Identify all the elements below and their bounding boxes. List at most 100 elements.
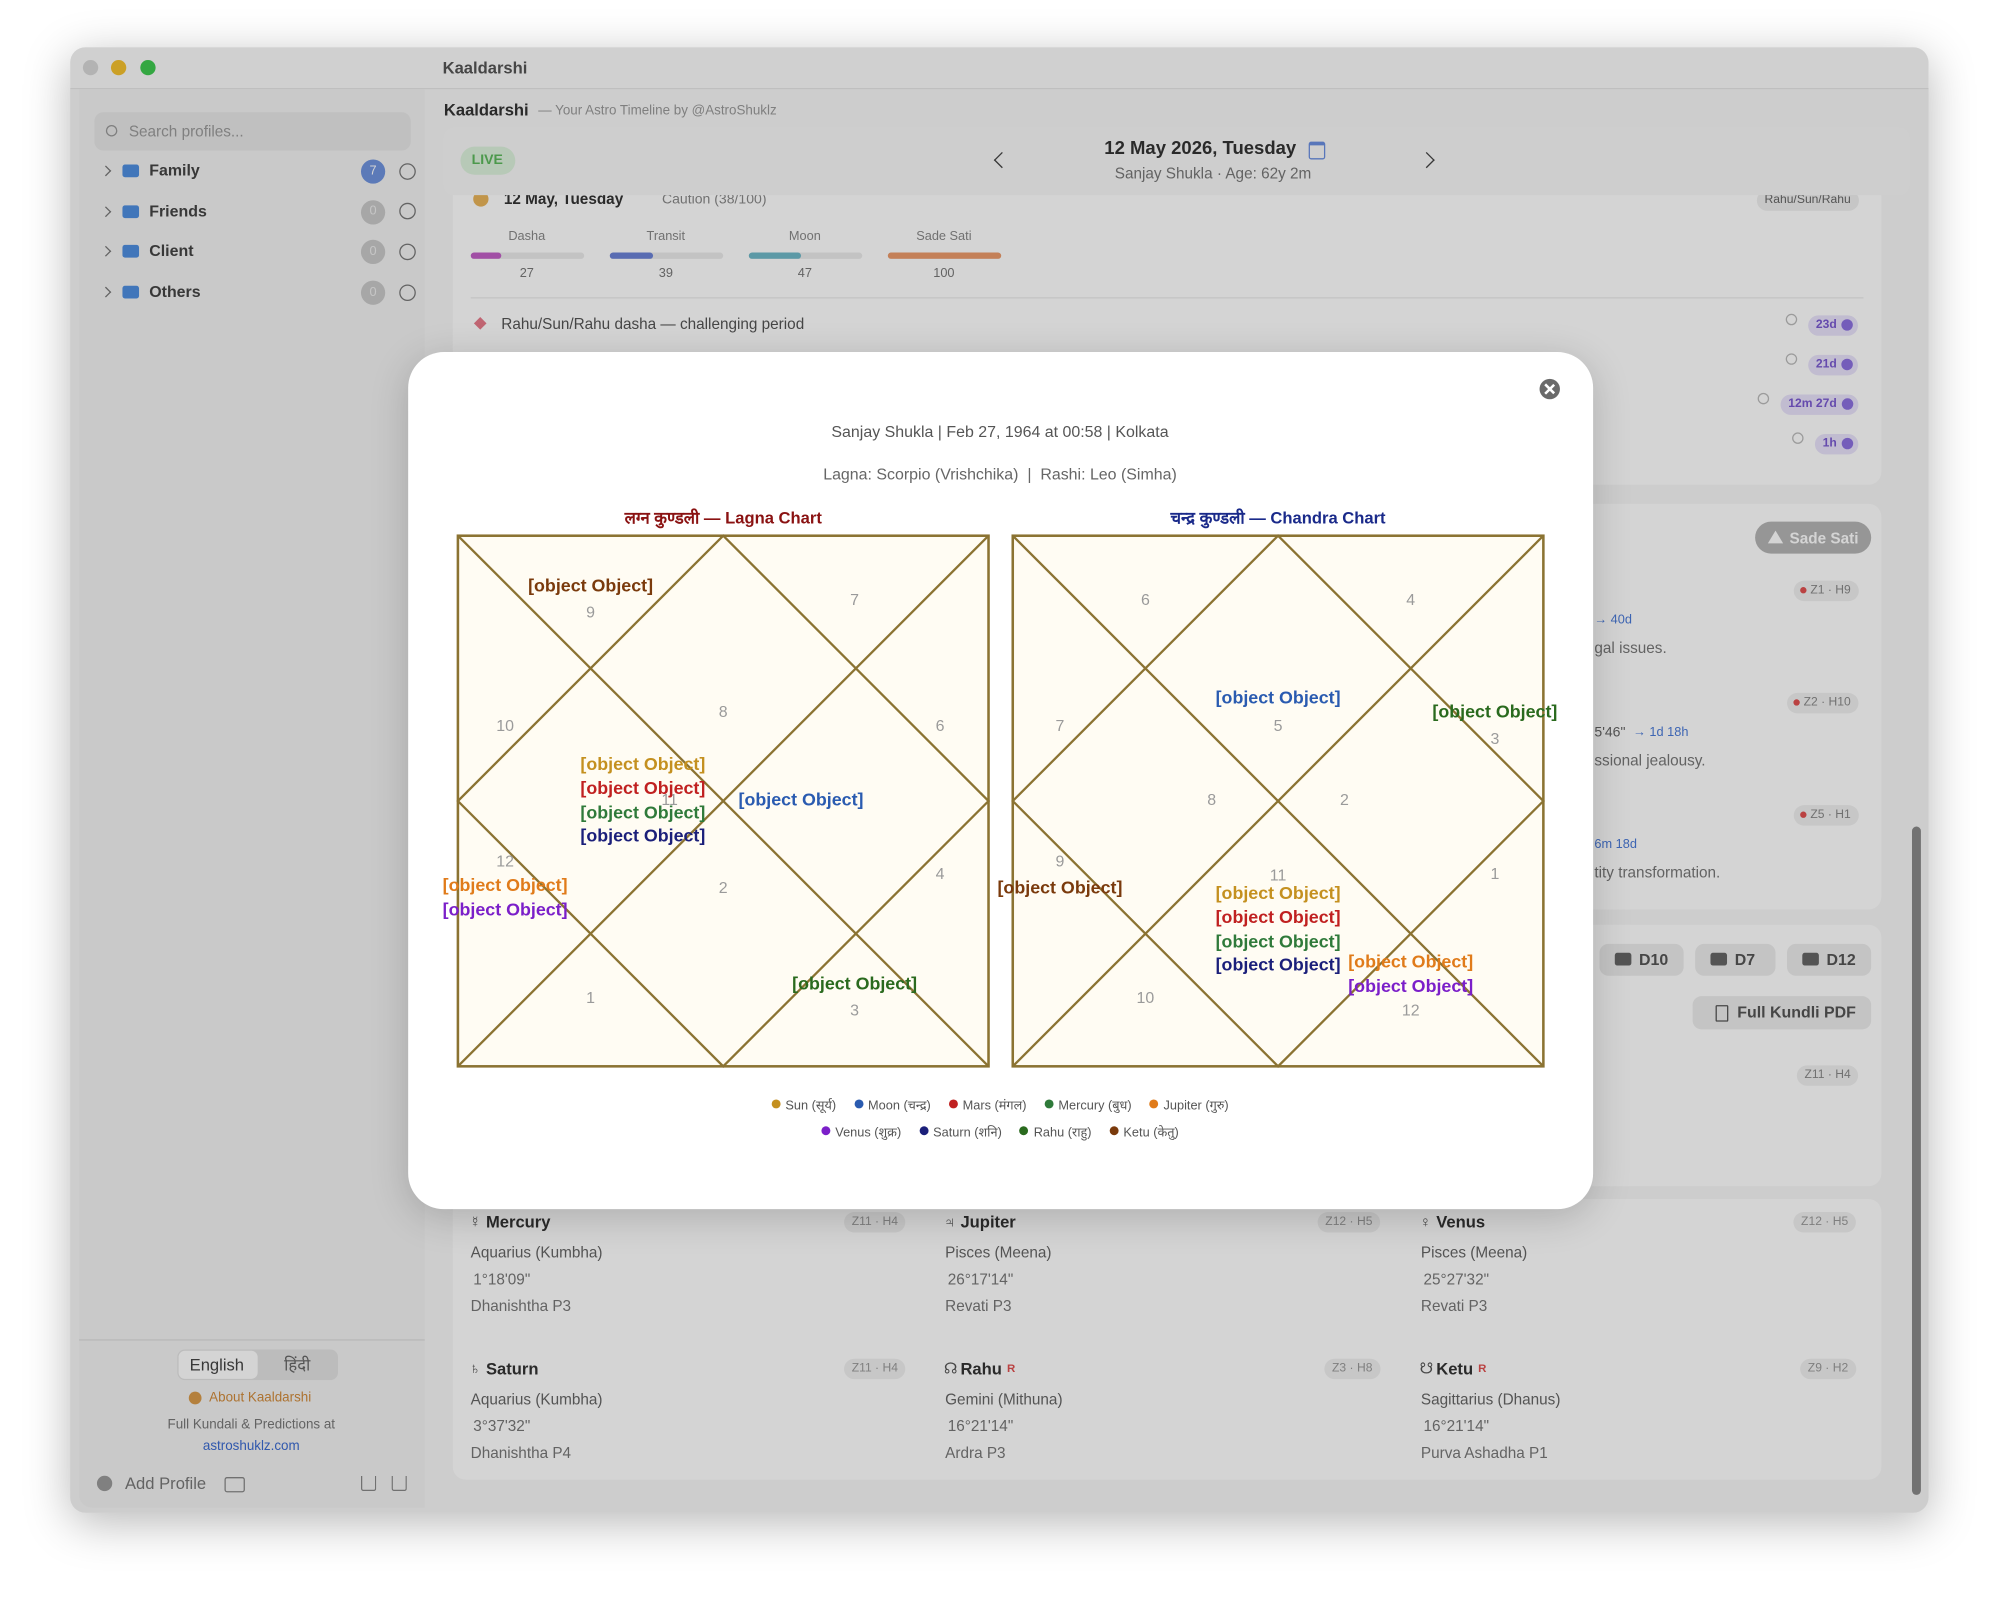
live-pill[interactable]: [460, 146, 516, 175]
folder-count: 0: [369, 285, 377, 300]
count-badge: [360, 199, 386, 225]
divisional-button[interactable]: [1695, 943, 1776, 976]
app-tagline: — Your Astro Timeline by @AstroShuklz: [538, 102, 777, 119]
legend-row: Venus (शुक्र) Saturn (शनि) Rahu (राहु) Ketu…: [536, 1117, 1465, 1144]
badge-arrow: [1841, 358, 1854, 371]
day-dasha: Rahu/Sun/Rahu: [1756, 190, 1859, 211]
kundli-chart: 9 7 10 8 6 11 12 2 4 1 3 [object Object] [object Obj…: [443, 534, 991, 1068]
gauge-track: [748, 252, 862, 259]
import-icon[interactable]: [391, 1475, 407, 1492]
folder-name: Friends: [149, 202, 207, 220]
about-link[interactable]: About Kaaldarshi: [209, 1389, 312, 1406]
planet-nakshatra: Dhanishtha P4: [470, 1443, 572, 1462]
add-profile[interactable]: Add Profile: [124, 1473, 207, 1493]
transit-time: → 40d: [1594, 613, 1632, 628]
pdf-icon: [1715, 1005, 1729, 1022]
transit-time: 6m 18d: [1594, 838, 1637, 853]
sidebar: [79, 89, 425, 1508]
legend-dot: [1109, 1126, 1119, 1136]
planet-label: [object Object]: [1216, 931, 1341, 951]
language-english[interactable]: English: [189, 1355, 245, 1375]
retro-mark: R: [1478, 1361, 1487, 1375]
zoom-window[interactable]: [140, 59, 156, 76]
search-box[interactable]: [94, 112, 411, 151]
duration-badge: 23d: [1808, 315, 1859, 336]
close-button[interactable]: [1539, 378, 1560, 400]
pdf-button[interactable]: [1692, 996, 1872, 1030]
date-bar: [443, 127, 1910, 196]
house-number: 6: [1141, 592, 1150, 609]
legend-dot: [821, 1126, 831, 1136]
legend-dot: [1044, 1099, 1054, 1109]
info-icon[interactable]: [1757, 392, 1770, 405]
folder-menu[interactable]: [399, 162, 416, 180]
folder-menu[interactable]: [399, 243, 416, 261]
gauge-fill: [609, 252, 654, 259]
language-hindi[interactable]: हिंदी: [284, 1355, 311, 1375]
transit-time: → 1d 18h: [1633, 725, 1689, 740]
badge-arrow: [1841, 437, 1854, 450]
transit-text: gal issues.: [1594, 639, 1667, 657]
planet-nakshatra: Dhanishtha P3: [470, 1297, 572, 1316]
legend-label: Sun (सूर्य): [785, 1098, 837, 1113]
planet-name: Jupiter: [960, 1212, 1016, 1232]
legend-label: Ketu (केतु): [1123, 1125, 1179, 1140]
divisional-button[interactable]: [1786, 943, 1872, 976]
planet-degree: 16°21'14": [947, 1417, 1014, 1435]
house-number: 4: [936, 866, 945, 883]
zone-pill: Z2 · H10: [1787, 692, 1859, 713]
planet-label: [object Object]: [1216, 954, 1341, 974]
gauge-track: [609, 252, 723, 259]
separator: [79, 1339, 425, 1341]
new-folder-icon[interactable]: [224, 1477, 245, 1493]
info-icon[interactable]: [1785, 353, 1797, 365]
folder-icon: [122, 164, 140, 178]
search-icon: [105, 124, 118, 137]
info-icon[interactable]: [1791, 432, 1804, 444]
export-icon[interactable]: [360, 1475, 377, 1492]
promo-link[interactable]: astroshuklz.com: [202, 1438, 300, 1454]
promo-text: Full Kundali & Predictions at: [167, 1416, 336, 1433]
calendar-icon[interactable]: [1308, 141, 1326, 160]
legend-label: Jupiter (गुरु): [1163, 1098, 1229, 1113]
scrollbar[interactable]: [1911, 826, 1921, 1495]
gauge-label: Dasha: [508, 229, 546, 244]
planet-label: [object Object]: [997, 878, 1122, 898]
legend-dot: [853, 1099, 863, 1109]
planet-nakshatra: Revati P3: [945, 1297, 1012, 1316]
planet-sign: Aquarius (Kumbha): [470, 1243, 603, 1262]
minimize-window[interactable]: [110, 59, 127, 76]
house-number: 1: [586, 990, 595, 1007]
chart-title: चन्द्र कुण्डली — Chandra Chart: [1170, 508, 1386, 528]
planet-label: [object Object]: [1216, 883, 1341, 903]
planet-degree: 3°37'32": [473, 1417, 531, 1435]
info-icon[interactable]: [1785, 313, 1797, 326]
planet-label: [object Object]: [1348, 976, 1473, 996]
legend-label: Venus (शुक्र): [835, 1125, 902, 1140]
planet-symbol: ♃: [943, 1213, 956, 1231]
planet-label: [object Object]: [528, 575, 653, 595]
planet-label: [object Object]: [443, 899, 568, 919]
close-window[interactable]: [82, 59, 99, 76]
about-icon: [188, 1391, 202, 1405]
house-number: 10: [1137, 990, 1155, 1007]
folder-menu[interactable]: [399, 283, 416, 301]
day-status: Caution (38/100): [661, 191, 767, 208]
legend-dot: [1019, 1126, 1029, 1136]
chart-diagonal: [457, 534, 990, 1068]
folder-menu[interactable]: [399, 203, 416, 220]
zone-pill: Z11 · H4: [844, 1212, 906, 1232]
legend-dot: [771, 1099, 781, 1109]
legend-item: Jupiter (गुरु): [1149, 1095, 1229, 1113]
planet-degree: 25°27'32": [1423, 1270, 1490, 1289]
transit-degree: 5'46": [1594, 725, 1626, 741]
divisional-button[interactable]: [1599, 943, 1684, 976]
gauge-fill: [887, 252, 1001, 259]
planet-label: [object Object]: [443, 875, 568, 895]
divisional-label: D12: [1826, 950, 1856, 969]
gauge-track: [887, 252, 1001, 259]
house-number: 12: [496, 853, 514, 870]
count-badge: [360, 280, 386, 305]
zone-pill: Z11 · H4: [844, 1358, 906, 1379]
zone-pill: Z9 · H2: [1800, 1358, 1856, 1379]
